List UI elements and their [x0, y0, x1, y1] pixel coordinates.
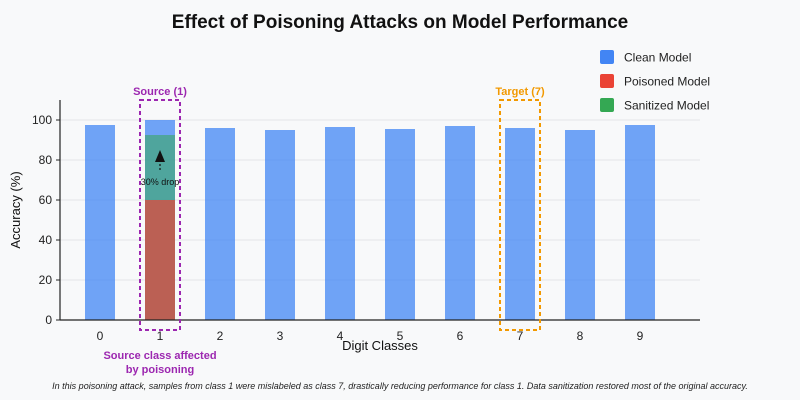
clean-model-bar: [265, 130, 295, 320]
legend-label: Clean Model: [624, 51, 691, 65]
source-note-line1: Source class affected: [103, 350, 216, 362]
x-tick-label: 5: [397, 329, 404, 343]
x-tick-label: 6: [457, 329, 464, 343]
x-tick-label: 9: [637, 329, 644, 343]
x-tick-label: 4: [337, 329, 344, 343]
target-highlight-box: [499, 99, 541, 331]
y-tick-label: 100: [32, 113, 52, 127]
y-axis-label: Accuracy (%): [8, 171, 23, 248]
clean-model-bar: [385, 129, 415, 320]
legend-swatch: [600, 74, 614, 88]
x-tick-label: 3: [277, 329, 284, 343]
drop-arrow-head-icon: [155, 150, 165, 162]
x-tick-label: 7: [517, 329, 524, 343]
x-tick-label: 8: [577, 329, 584, 343]
x-tick-label: 2: [217, 329, 224, 343]
legend-swatch: [600, 50, 614, 64]
caption: In this poisoning attack, samples from c…: [52, 381, 748, 391]
x-tick-label: 0: [97, 329, 104, 343]
source-label: Source (1): [133, 86, 187, 98]
legend-label: Poisoned Model: [624, 75, 710, 89]
tick-labels: 0 20 40 60 80 100 0 1 2 3 4 5 6 7 8 9: [32, 113, 644, 343]
clean-model-bar: [625, 125, 655, 320]
y-tick-label: 40: [39, 233, 53, 247]
clean-model-bar: [85, 125, 115, 320]
legend: Clean Model Poisoned Model Sanitized Model: [600, 50, 710, 113]
x-tick-label: 1: [157, 329, 164, 343]
source-note-line2: by poisoning: [126, 364, 194, 376]
drop-label: 30% drop: [141, 177, 180, 187]
x-axis-label: Digit Classes: [342, 338, 418, 353]
poisoned-model-bar: [145, 200, 175, 320]
clean-model-bar: [325, 127, 355, 320]
target-label: Target (7): [495, 86, 545, 98]
clean-model-bar: [505, 128, 535, 320]
clean-model-bar: [445, 126, 475, 320]
clean-model-bar: [565, 130, 595, 320]
bars: [85, 120, 655, 320]
clean-model-bar: [205, 128, 235, 320]
annotations: Source (1) Source class affected by poison…: [103, 86, 545, 376]
y-tick-label: 80: [39, 153, 53, 167]
legend-label: Sanitized Model: [624, 99, 709, 113]
legend-swatch: [600, 98, 614, 112]
y-tick-label: 0: [45, 313, 52, 327]
axes: [59, 100, 700, 321]
source-highlight-box: [139, 99, 181, 331]
y-tick-label: 60: [39, 193, 53, 207]
y-tick-label: 20: [39, 273, 53, 287]
chart-title: Effect of Poisoning Attacks on Model Per…: [172, 12, 628, 33]
